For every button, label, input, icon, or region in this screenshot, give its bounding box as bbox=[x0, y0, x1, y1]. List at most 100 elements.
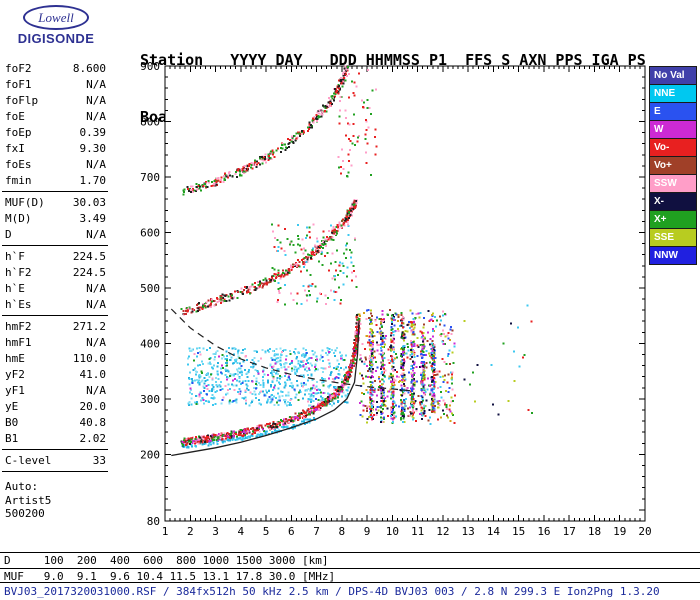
parameter-label: B1 bbox=[5, 431, 19, 445]
parameter-value: 41.0 bbox=[79, 367, 107, 381]
parameter-group: h`F 224.5 h`F2 224.5 h`E N/A h`Es N/A bbox=[2, 246, 108, 316]
parameter-label: h`F bbox=[5, 249, 25, 263]
parameter-label: C-level bbox=[5, 453, 52, 467]
parameter-value: N/A bbox=[86, 77, 106, 91]
parameter-value: 224.5 bbox=[72, 265, 106, 279]
logo-digisonde-text: DIGISONDE bbox=[17, 31, 95, 46]
svg-text:3: 3 bbox=[212, 525, 219, 538]
parameter-row-d: D N/A bbox=[2, 226, 108, 242]
legend-item-x+: X+ bbox=[649, 210, 697, 229]
svg-text:9: 9 bbox=[364, 525, 371, 538]
legend-item-nne: NNE bbox=[649, 84, 697, 103]
autoscaling-info-line: Artist5 bbox=[5, 493, 52, 507]
parameter-row-fof2: foF2 8.600 bbox=[2, 60, 108, 76]
autoscaling-info-line: 500200 bbox=[5, 507, 45, 520]
svg-text:200: 200 bbox=[140, 448, 160, 461]
parameter-value: 40.8 bbox=[79, 415, 107, 429]
svg-text:900: 900 bbox=[140, 60, 160, 73]
parameter-value: N/A bbox=[86, 297, 106, 311]
svg-text:14: 14 bbox=[487, 525, 501, 538]
parameter-row-foep: foEp 0.39 bbox=[2, 124, 108, 140]
svg-text:5: 5 bbox=[263, 525, 270, 538]
d-distance-row: D 100 200 400 600 800 1000 1500 3000 [km… bbox=[4, 554, 329, 567]
parameter-row-hme: hmE 110.0 bbox=[2, 350, 108, 366]
parameter-row-hmf2: hmF2 271.2 bbox=[2, 318, 108, 334]
parameter-value: 224.5 bbox=[72, 249, 106, 263]
svg-text:800: 800 bbox=[140, 115, 160, 128]
legend-item-e: E bbox=[649, 102, 697, 121]
parameter-label: hmE bbox=[5, 351, 25, 365]
parameter-row-clevel: C-level 33 bbox=[2, 452, 108, 468]
svg-text:20: 20 bbox=[638, 525, 651, 538]
parameter-value: 2.02 bbox=[79, 431, 107, 445]
parameter-row-hf2: h`F2 224.5 bbox=[2, 264, 108, 280]
parameter-row-fof1: foF1 N/A bbox=[2, 76, 108, 92]
status-bar: BVJ03_2017320031000.RSF / 384fx512h 50 k… bbox=[0, 582, 700, 598]
parameter-label: yF1 bbox=[5, 383, 25, 397]
svg-text:6: 6 bbox=[288, 525, 295, 538]
parameter-label: D bbox=[5, 227, 12, 241]
legend-item-vo+: Vo+ bbox=[649, 156, 697, 175]
parameter-row-mufd: MUF(D) 30.03 bbox=[2, 194, 108, 210]
parameter-row-hmf1: hmF1 N/A bbox=[2, 334, 108, 350]
parameter-value: 3.49 bbox=[79, 211, 107, 225]
parameter-label: fmin bbox=[5, 173, 32, 187]
parameter-row-b1: B1 2.02 bbox=[2, 430, 108, 446]
parameter-label: h`Es bbox=[5, 297, 32, 311]
svg-text:700: 700 bbox=[140, 171, 160, 184]
autoscaling-info: Auto: Artist5 500200 bbox=[2, 472, 108, 521]
lowell-logo-oval: Lowell bbox=[23, 5, 89, 30]
legend-item-vo-: Vo- bbox=[649, 138, 697, 157]
parameter-value: 9.30 bbox=[79, 141, 107, 155]
svg-text:8: 8 bbox=[339, 525, 346, 538]
svg-text:4: 4 bbox=[237, 525, 244, 538]
legend-item-noval: No Val bbox=[649, 66, 697, 85]
svg-text:500: 500 bbox=[140, 282, 160, 295]
parameter-value: N/A bbox=[86, 93, 106, 107]
parameter-row-md: M(D) 3.49 bbox=[2, 210, 108, 226]
echo-classification-legend: No Val NNE E W Vo- Vo+ SSW X- X+ SSE NNW bbox=[649, 66, 697, 265]
svg-text:11: 11 bbox=[411, 525, 424, 538]
dmuf-table: D 100 200 400 600 800 1000 1500 3000 [km… bbox=[0, 552, 700, 584]
parameter-group: foF2 8.600 foF1 N/A foFlp N/A foE N/A foEp 0.39 fx… bbox=[2, 58, 108, 192]
legend-item-x-: X- bbox=[649, 192, 697, 211]
svg-text:10: 10 bbox=[386, 525, 399, 538]
parameter-row-fmin: fmin 1.70 bbox=[2, 172, 108, 188]
parameter-value: 0.39 bbox=[79, 125, 107, 139]
parameter-value: N/A bbox=[86, 227, 106, 241]
parameter-value: N/A bbox=[86, 383, 106, 397]
autoscaling-info-line: Auto: bbox=[5, 480, 39, 493]
parameter-group: MUF(D) 30.03 M(D) 3.49 D N/A bbox=[2, 192, 108, 246]
svg-text:80: 80 bbox=[147, 515, 160, 528]
svg-text:600: 600 bbox=[140, 226, 160, 239]
parameter-row-yf1: yF1 N/A bbox=[2, 382, 108, 398]
svg-text:13: 13 bbox=[462, 525, 475, 538]
parameter-value: 1.70 bbox=[79, 173, 107, 187]
parameter-value: 20.0 bbox=[79, 399, 107, 413]
parameter-value: 110.0 bbox=[72, 351, 106, 365]
svg-text:16: 16 bbox=[537, 525, 550, 538]
svg-text:12: 12 bbox=[436, 525, 449, 538]
parameter-row-hes: h`Es N/A bbox=[2, 296, 108, 312]
parameter-label: B0 bbox=[5, 415, 19, 429]
svg-text:1: 1 bbox=[162, 525, 169, 538]
parameter-row-yf2: yF2 41.0 bbox=[2, 366, 108, 382]
parameter-label: M(D) bbox=[5, 211, 32, 225]
svg-text:7: 7 bbox=[313, 525, 320, 538]
svg-text:400: 400 bbox=[140, 337, 160, 350]
logo-lowell-text: Lowell bbox=[38, 9, 74, 25]
parameter-row-fxi: fxI 9.30 bbox=[2, 140, 108, 156]
svg-text:300: 300 bbox=[140, 393, 160, 406]
parameter-row-foes: foEs N/A bbox=[2, 156, 108, 172]
parameter-label: foE bbox=[5, 109, 25, 123]
parameter-label: MUF(D) bbox=[5, 195, 45, 209]
parameter-row-b0: B0 40.8 bbox=[2, 414, 108, 430]
parameter-value: N/A bbox=[86, 335, 106, 349]
parameter-panel: foF2 8.600 foF1 N/A foFlp N/A foE N/A foEp 0.39 fx… bbox=[2, 58, 108, 521]
parameter-row-foflp: foFlp N/A bbox=[2, 92, 108, 108]
parameter-value: N/A bbox=[86, 157, 106, 171]
parameter-group: C-level 33 bbox=[2, 450, 108, 472]
parameter-value: N/A bbox=[86, 109, 106, 123]
svg-text:2: 2 bbox=[187, 525, 194, 538]
